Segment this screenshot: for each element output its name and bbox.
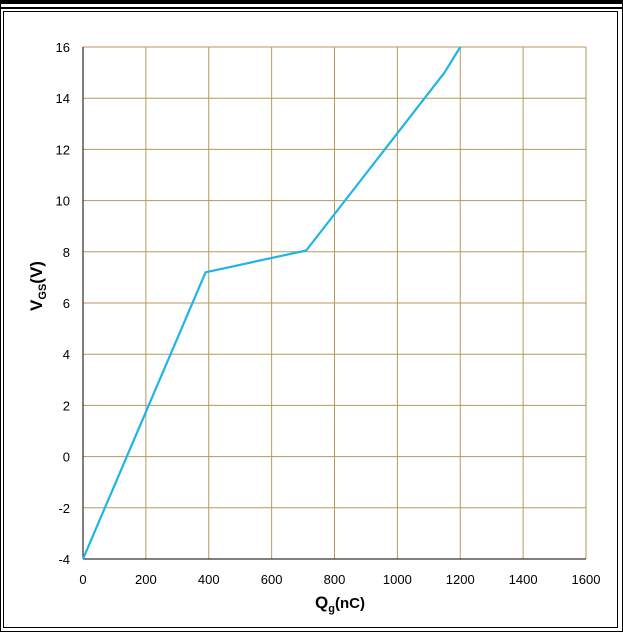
y-tick-label: 6 (63, 296, 70, 311)
y-tick-label: 10 (56, 194, 70, 209)
y-tick-label: -2 (58, 501, 70, 516)
y-tick-label: 2 (63, 398, 70, 413)
chart-frame (3, 11, 618, 628)
x-tick-label: 200 (135, 572, 157, 587)
y-tick-label: 14 (56, 91, 70, 106)
x-tick-label: 400 (198, 572, 220, 587)
x-tick-label: 1400 (509, 572, 538, 587)
x-tick-label: 1000 (383, 572, 412, 587)
y-tick-label: 12 (56, 142, 70, 157)
y-tick-label: 16 (56, 40, 70, 55)
y-axis-label-main: V (27, 299, 46, 311)
y-axis-label: VGS(V) (27, 261, 49, 311)
x-axis-label-unit: (nC) (335, 595, 365, 612)
y-axis-label-unit: (V) (27, 261, 46, 284)
y-tick-label: 0 (63, 450, 70, 465)
top-rule (0, 0, 623, 4)
y-axis-label-sub: GS (37, 284, 49, 300)
x-axis-label: Qg(nC) (315, 593, 365, 615)
x-tick-label: 1200 (446, 572, 475, 587)
top-rule-thin (0, 7, 623, 9)
x-axis-label-sub: g (328, 603, 335, 615)
y-tick-label: -4 (58, 552, 70, 567)
x-tick-labels: 0 200 400 600 800 1000 1200 1400 1600 (79, 572, 600, 587)
x-tick-label: 600 (261, 572, 283, 587)
y-tick-label: 4 (63, 347, 70, 362)
series-line (81, 46, 462, 560)
x-tick-label: 1600 (572, 572, 601, 587)
grid-lines (82, 46, 587, 560)
x-axis-label-main: Q (315, 593, 328, 612)
x-tick-label: 800 (324, 572, 346, 587)
x-tick-label: 0 (79, 572, 86, 587)
y-tick-labels: -4 -2 0 2 4 6 8 10 12 14 16 (56, 40, 70, 567)
series-group (81, 46, 462, 560)
y-tick-label: 8 (63, 245, 70, 260)
plot-area (82, 47, 586, 560)
